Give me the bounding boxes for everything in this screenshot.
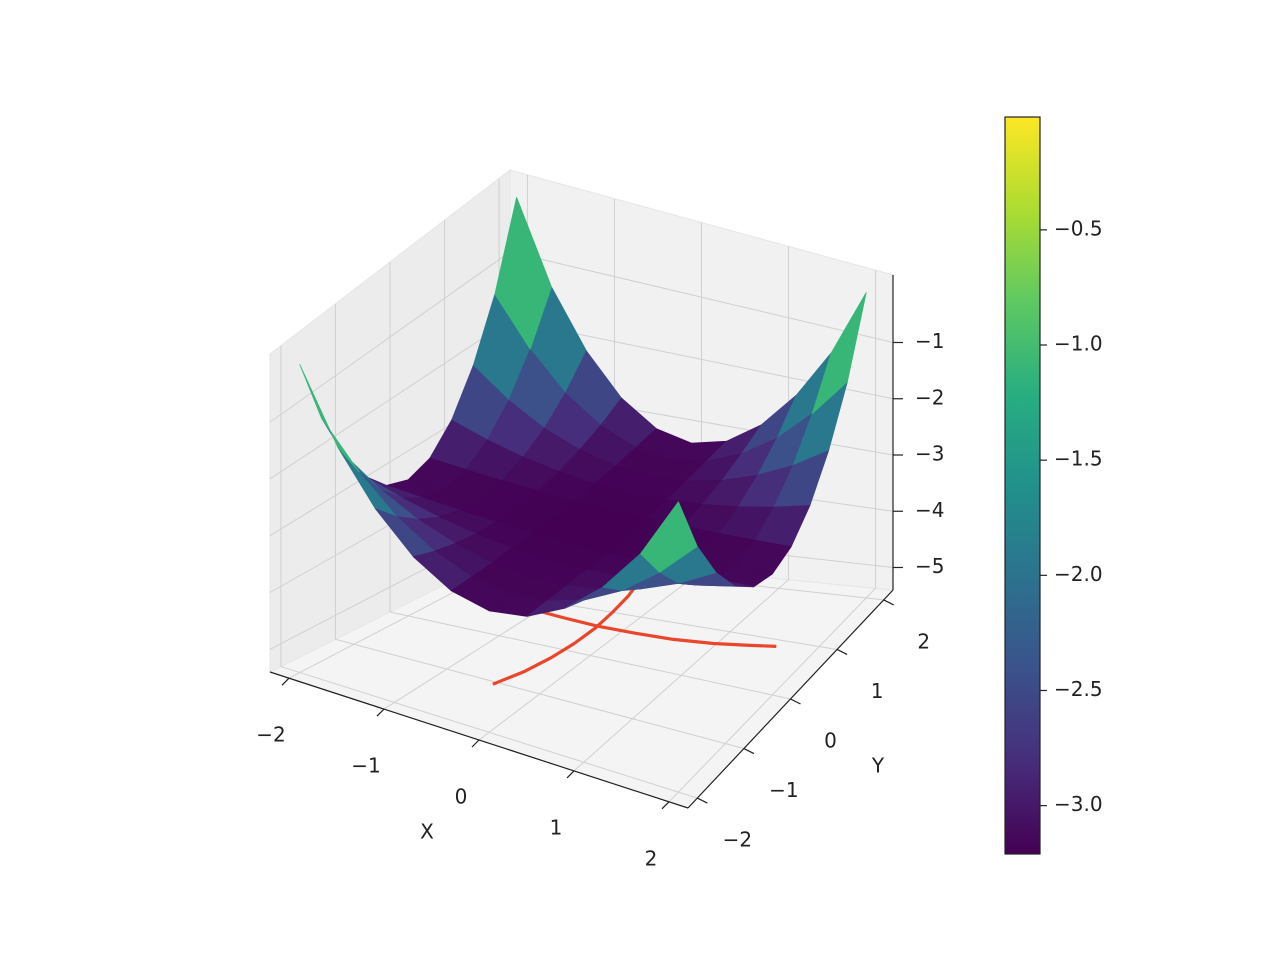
- colorbar-tick-label: −1.5: [1054, 447, 1103, 471]
- z-tick-label: −2: [915, 385, 944, 409]
- z-tick-label: −3: [915, 442, 944, 466]
- x-tick: [376, 708, 385, 717]
- x-axis-line: [269, 671, 689, 809]
- x-tick-label: 2: [645, 846, 658, 870]
- z-tick-label: −1: [915, 329, 944, 353]
- x-axis-label: X: [420, 820, 434, 844]
- y-tick-label: 2: [917, 629, 930, 653]
- y-axis-label: Y: [871, 754, 885, 778]
- colorbar-tick-label: −2.0: [1054, 562, 1103, 586]
- grid-line: [509, 251, 894, 343]
- colorbar-tick-label: −2.5: [1054, 677, 1103, 701]
- grid-line: [335, 638, 745, 750]
- surface-patch: [811, 292, 867, 415]
- grid-line: [280, 666, 698, 799]
- x-tick-label: 1: [550, 815, 563, 839]
- y-tick: [790, 698, 801, 705]
- y-tick-label: 0: [824, 729, 837, 753]
- x-tick: [566, 770, 575, 779]
- colorbar-tick-label: −0.5: [1054, 216, 1103, 240]
- colorbar-tick-label: −3.0: [1054, 792, 1103, 816]
- x-tick-label: −1: [351, 754, 380, 778]
- y-tick-label: −2: [723, 828, 752, 852]
- colorbar: [1004, 116, 1041, 855]
- grid-line: [389, 611, 791, 700]
- surface-patch: [494, 196, 552, 350]
- y-tick: [743, 748, 755, 755]
- y-tick-label: 1: [871, 679, 884, 703]
- z-tick-label: −5: [915, 554, 944, 578]
- z-tick-label: −4: [915, 498, 944, 522]
- y-axis-line: [687, 589, 894, 809]
- y-tick-label: −1: [769, 778, 798, 802]
- surface-patch: [299, 364, 360, 473]
- y-tick: [883, 599, 894, 606]
- x-tick: [471, 739, 480, 748]
- grid-line: [269, 251, 511, 423]
- x-tick-label: −2: [256, 723, 285, 747]
- y-tick: [836, 648, 848, 655]
- x-tick: [281, 677, 290, 686]
- grid-line: [269, 319, 511, 480]
- colorbar-tick-label: −1.0: [1054, 332, 1103, 356]
- y-tick: [697, 797, 708, 804]
- x-tick-label: 0: [455, 785, 468, 809]
- x-tick: [661, 801, 670, 810]
- surface-patch: [640, 501, 698, 573]
